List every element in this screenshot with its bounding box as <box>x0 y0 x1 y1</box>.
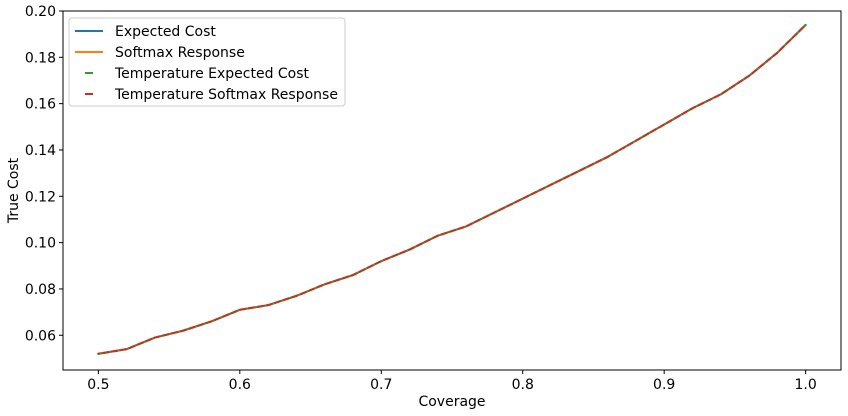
legend-label: Expected Cost <box>115 24 216 40</box>
x-tick-label: 0.8 <box>512 377 534 393</box>
y-tick-label: 0.16 <box>25 97 56 113</box>
y-tick-label: 0.18 <box>25 50 56 66</box>
legend-label: Softmax Response <box>115 45 245 61</box>
plot-frame <box>62 10 842 371</box>
legend-label: Temperature Softmax Response <box>114 87 338 103</box>
x-axis: 0.5 0.6 0.7 0.8 0.9 1.0 <box>87 370 817 393</box>
legend-box <box>68 17 346 107</box>
x-tick-label: 0.7 <box>370 377 392 393</box>
plot-content <box>97 23 807 355</box>
y-tick-label: 0.20 <box>25 4 56 20</box>
series-line-temperature-softmax-response <box>97 23 807 355</box>
y-tick-label: 0.06 <box>25 328 56 344</box>
y-axis-label: True Cost <box>6 157 22 224</box>
x-tick-label: 0.5 <box>87 377 109 393</box>
y-tick-label: 0.14 <box>25 143 56 159</box>
legend-label: Temperature Expected Cost <box>114 66 310 82</box>
x-axis-label: Coverage <box>418 394 485 410</box>
y-tick-label: 0.12 <box>25 189 56 205</box>
x-tick-label: 1.0 <box>795 377 817 393</box>
legend: Expected Cost Softmax Response Temperature… <box>68 17 346 107</box>
x-tick-label: 0.6 <box>229 377 251 393</box>
y-tick-label: 0.10 <box>25 236 56 252</box>
x-tick-label: 0.9 <box>653 377 675 393</box>
y-tick-label: 0.08 <box>25 282 56 298</box>
y-axis: 0.06 0.08 0.10 0.12 0.14 0.16 0.18 0.20 <box>25 4 63 344</box>
